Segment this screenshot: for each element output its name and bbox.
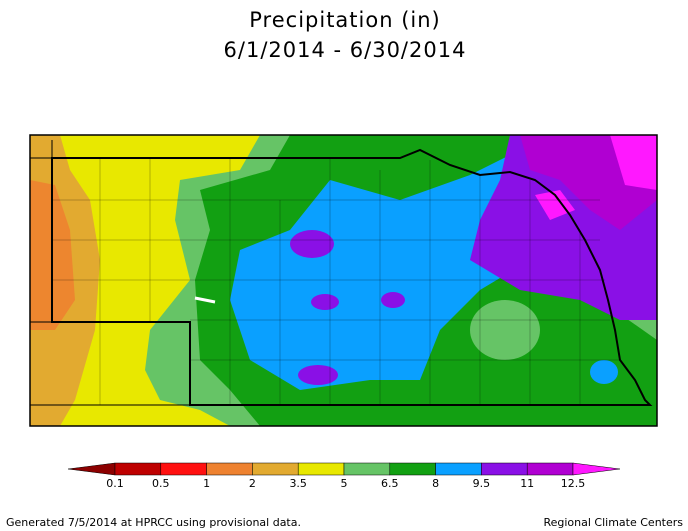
legend-label: 0.1: [106, 477, 124, 490]
legend-arrow-low: [67, 462, 116, 476]
legend-swatch: [297, 462, 345, 476]
legend-swatch: [160, 462, 207, 476]
legend-label: 3.5: [289, 477, 307, 490]
legend-swatch: [526, 462, 574, 476]
legend-label: 6.5: [381, 477, 399, 490]
legend-swatch: [389, 462, 436, 476]
footer-right: Regional Climate Centers: [543, 516, 683, 529]
legend-label: 12.5: [561, 477, 586, 490]
legend-label: 0.5: [152, 477, 170, 490]
legend-label: 2: [249, 477, 256, 490]
legend-label: 11: [520, 477, 534, 490]
legend-swatch: [481, 462, 528, 476]
legend-arrow-high: [572, 462, 621, 476]
subtitle: 6/1/2014 - 6/30/2014: [224, 38, 467, 62]
legend-label: 1: [203, 477, 210, 490]
legend-swatch: [252, 462, 299, 476]
precip-map: [30, 135, 657, 426]
map-frame: [29, 134, 658, 427]
legend: 0.1 0.5 1 2 3.5 5 6.5 8 9.5 11 12.5: [67, 462, 621, 490]
title: Precipitation (in): [249, 8, 440, 32]
legend-swatch: [114, 462, 162, 476]
legend-swatch: [435, 462, 482, 476]
footer-left: Generated 7/5/2014 at HPRCC using provis…: [6, 516, 301, 529]
legend-swatch: [206, 462, 253, 476]
legend-swatch: [343, 462, 391, 476]
legend-label: 5: [341, 477, 348, 490]
legend-label: 8: [432, 477, 439, 490]
legend-label: 9.5: [473, 477, 491, 490]
